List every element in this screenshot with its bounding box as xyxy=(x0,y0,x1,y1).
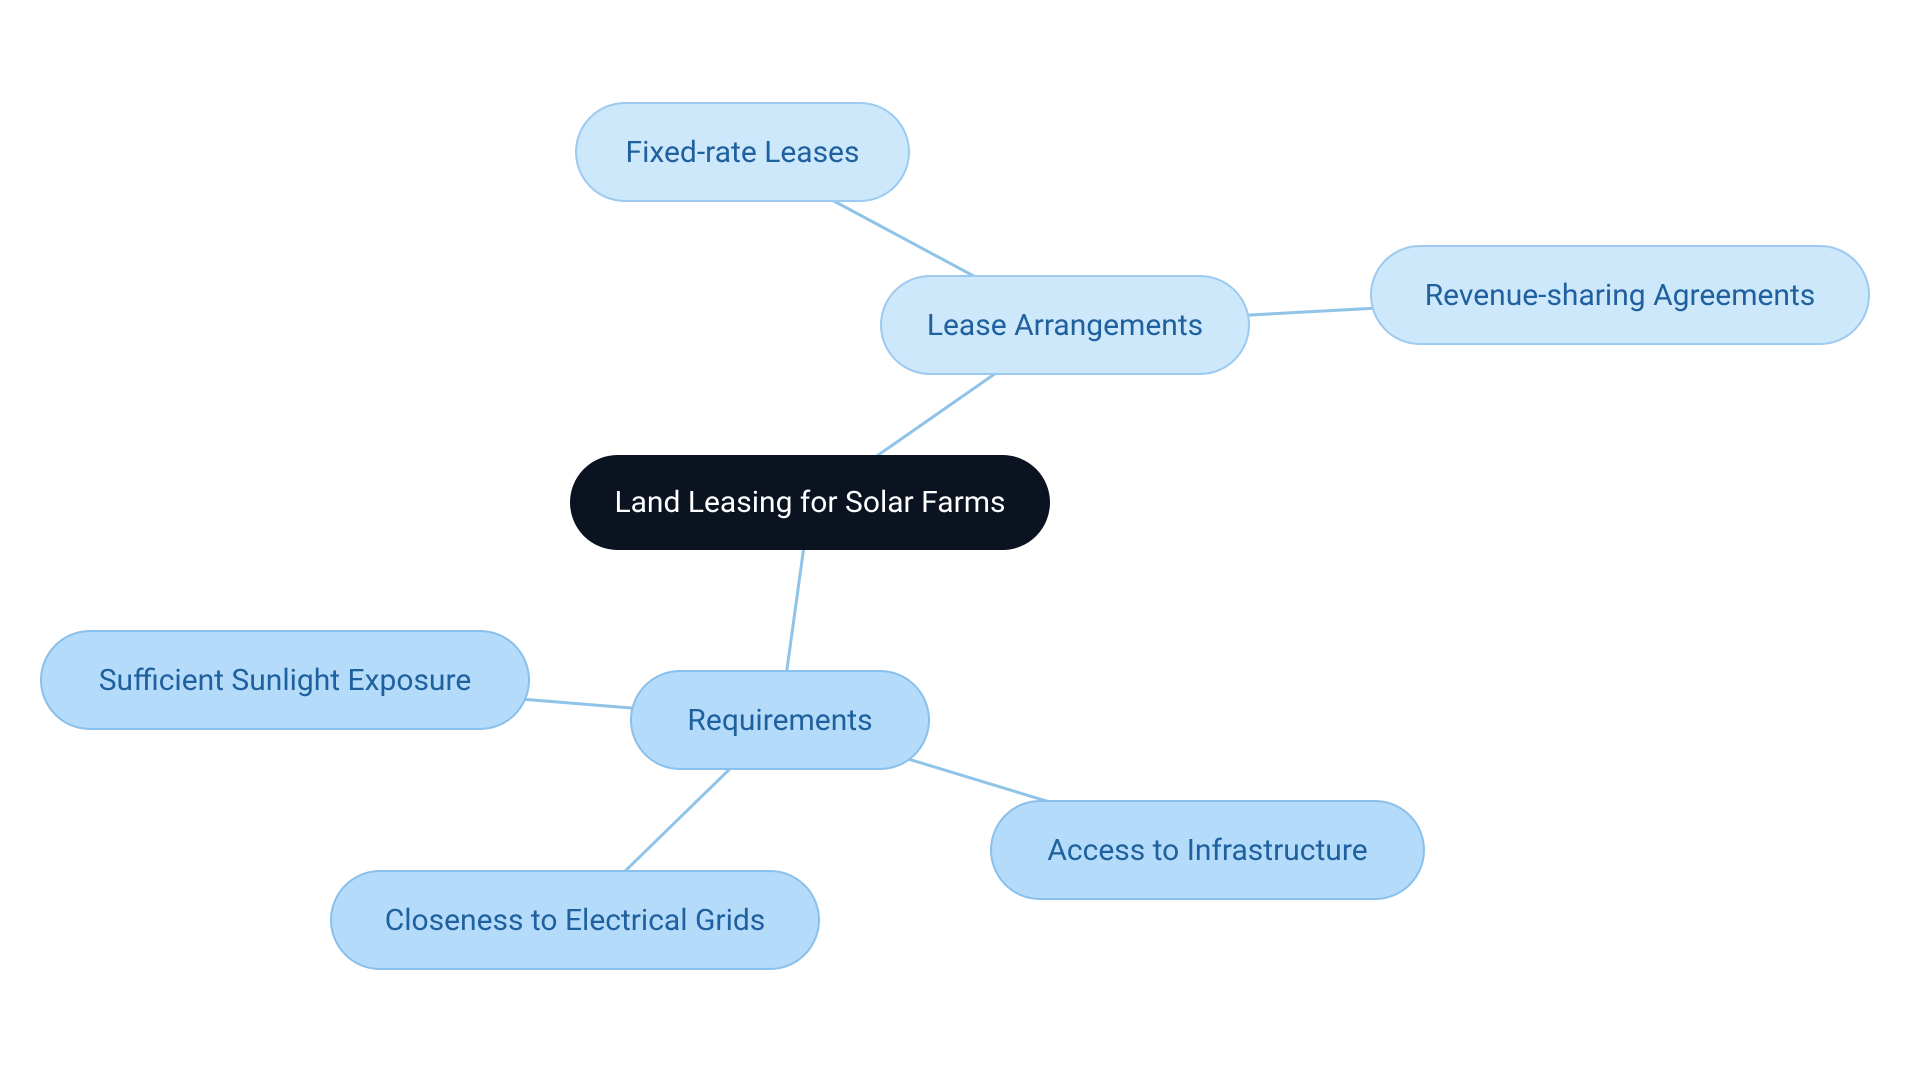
node-label: Requirements xyxy=(687,703,872,738)
node-label: Fixed-rate Leases xyxy=(626,135,860,170)
node-label: Access to Infrastructure xyxy=(1047,833,1367,868)
node-root: Land Leasing for Solar Farms xyxy=(570,455,1050,550)
diagram-canvas: Land Leasing for Solar Farms Lease Arran… xyxy=(0,0,1920,1083)
node-requirements: Requirements xyxy=(630,670,930,770)
node-access-infrastructure: Access to Infrastructure xyxy=(990,800,1425,900)
node-lease-arrangements: Lease Arrangements xyxy=(880,275,1250,375)
node-label: Lease Arrangements xyxy=(927,308,1203,343)
node-revenue-sharing: Revenue-sharing Agreements xyxy=(1370,245,1870,345)
node-closeness-grids: Closeness to Electrical Grids xyxy=(330,870,820,970)
node-fixed-rate-leases: Fixed-rate Leases xyxy=(575,102,910,202)
node-label: Revenue-sharing Agreements xyxy=(1425,278,1816,313)
node-sunlight-exposure: Sufficient Sunlight Exposure xyxy=(40,630,530,730)
node-label: Sufficient Sunlight Exposure xyxy=(99,663,472,698)
node-label: Closeness to Electrical Grids xyxy=(385,903,766,938)
node-label: Land Leasing for Solar Farms xyxy=(614,485,1005,520)
